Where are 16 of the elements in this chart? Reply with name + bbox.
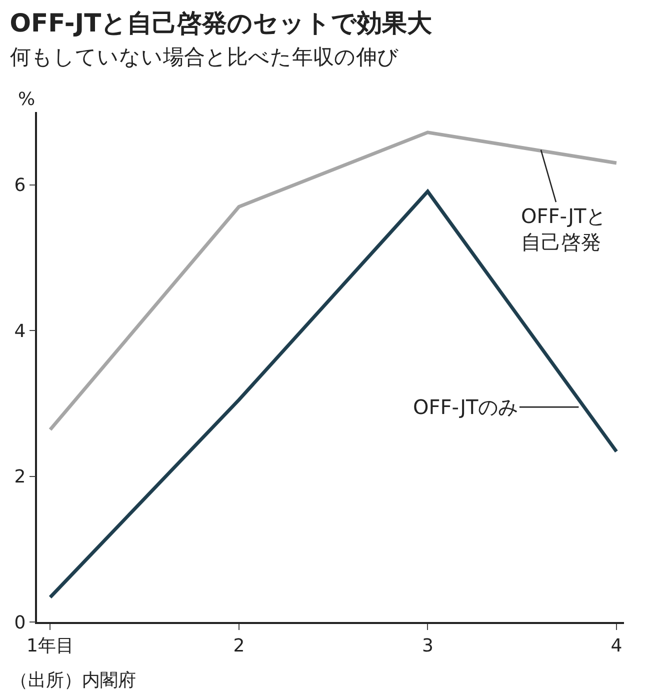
y-tick-label: 4	[14, 320, 26, 342]
text: （出所）内閣府	[10, 670, 136, 691]
text: OFF-JTと自己啓発	[521, 204, 606, 254]
x-tick-label: 4	[610, 635, 622, 656]
y-tick-label: 0	[14, 612, 26, 634]
x-tick-label: 3	[422, 635, 434, 656]
y-tick-label: 6	[14, 175, 26, 196]
chart-subtitle: 何もしていない場合と比べた年収の伸び	[10, 44, 399, 69]
line-series	[48, 190, 618, 599]
line-series	[48, 130, 618, 432]
y-axis-title: %	[18, 89, 36, 110]
x-tick-label: 2	[233, 635, 245, 656]
text: OFF-JTのみ	[413, 395, 518, 419]
y-tick-label: 2	[14, 466, 26, 488]
chart-title: OFF-JTと自己啓発のセットで効果大	[10, 8, 434, 38]
x-tick-label: 1年目	[26, 635, 74, 656]
